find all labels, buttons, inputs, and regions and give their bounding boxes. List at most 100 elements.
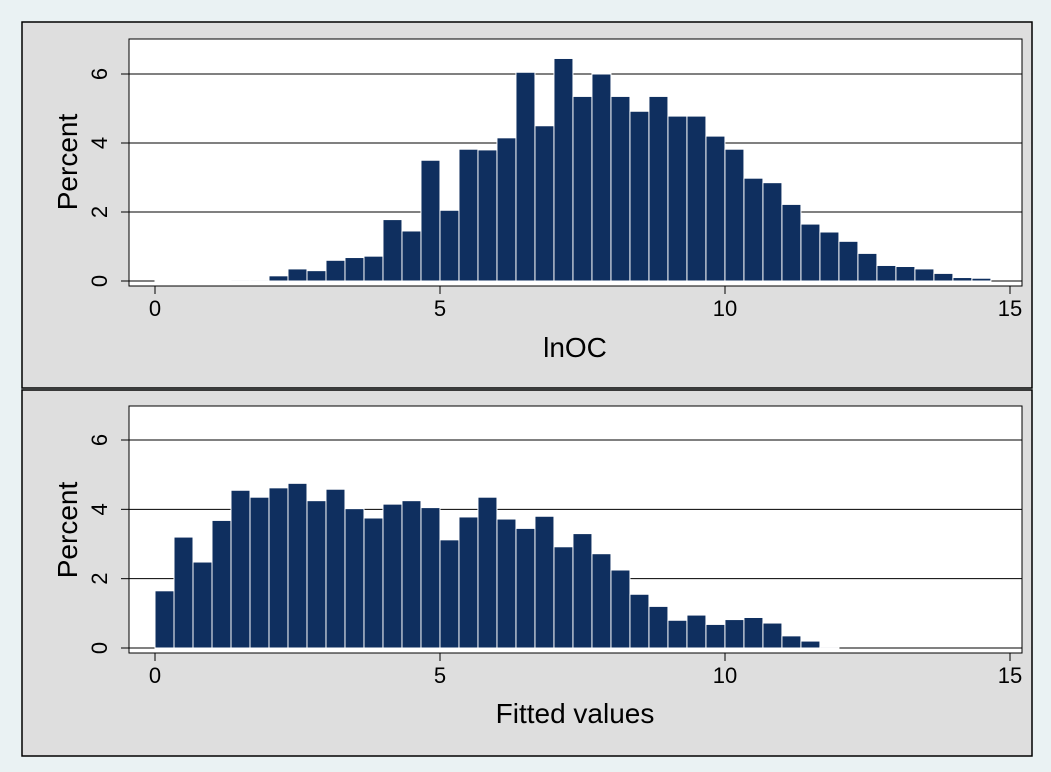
- histogram-bar: [249, 279, 270, 282]
- histogram-bar: [420, 159, 441, 282]
- histogram-bar: [344, 257, 365, 282]
- histogram-bar: [439, 209, 460, 282]
- histogram-bar: [344, 508, 365, 649]
- histogram-bar: [743, 177, 764, 282]
- histogram-bar: [686, 115, 707, 282]
- histogram-bar: [534, 515, 555, 649]
- histogram-bar: [477, 496, 498, 649]
- histogram-bar: [857, 252, 878, 282]
- x-tick-label: 5: [434, 296, 446, 321]
- histogram-bar: [363, 255, 384, 282]
- histogram-bar: [591, 553, 612, 649]
- histogram-bar: [287, 482, 308, 649]
- x-tick-label: 0: [149, 663, 161, 688]
- histogram-bar: [496, 518, 517, 649]
- histogram-bar: [629, 110, 650, 282]
- histogram-bar: [211, 519, 232, 649]
- top-y-axis: 0 2 4 6: [87, 68, 129, 287]
- histogram-bar: [781, 203, 802, 282]
- histogram-bar: [192, 561, 213, 649]
- histogram-bar: [306, 270, 327, 282]
- y-tick-label: 0: [87, 275, 112, 287]
- histogram-bar: [439, 539, 460, 649]
- histogram-bar: [762, 622, 783, 649]
- histogram-bar: [572, 95, 593, 282]
- histogram-bar: [401, 230, 422, 282]
- histogram-bar: [686, 614, 707, 649]
- x-tick-label: 15: [998, 296, 1022, 321]
- bottom-x-axis: 0 5 10 15: [149, 653, 1022, 688]
- histogram-bar: [724, 148, 745, 282]
- histogram-bar: [800, 640, 821, 649]
- histogram-bar: [667, 115, 688, 282]
- y-tick-label: 4: [87, 503, 112, 515]
- histogram-bar: [401, 500, 422, 649]
- histogram-bar: [249, 496, 270, 649]
- histogram-bar: [382, 219, 403, 282]
- top-x-axis-title: lnOC: [543, 332, 607, 363]
- histogram-bar: [458, 516, 479, 649]
- histogram-bar: [458, 148, 479, 282]
- x-tick-label: 0: [149, 296, 161, 321]
- histogram-bar: [572, 533, 593, 649]
- x-tick-label: 10: [713, 296, 737, 321]
- histogram-bar: [762, 182, 783, 282]
- histogram-bar: [819, 231, 840, 282]
- histogram-bar: [154, 590, 175, 649]
- histogram-bar: [230, 279, 251, 282]
- histogram-bar: [724, 619, 745, 649]
- histogram-bar: [705, 135, 726, 282]
- histogram-bar: [610, 569, 631, 649]
- histogram-bar: [705, 623, 726, 649]
- histogram-bar: [553, 57, 574, 282]
- histogram-bar: [952, 277, 973, 282]
- histogram-bar: [914, 268, 935, 282]
- histogram-bar: [477, 149, 498, 282]
- histogram-bar: [515, 527, 536, 649]
- histogram-bar: [876, 264, 897, 282]
- histogram-bar: [648, 95, 669, 282]
- histogram-bar: [838, 240, 859, 282]
- y-tick-label: 2: [87, 206, 112, 218]
- histogram-bar: [819, 646, 840, 649]
- histogram-bar: [667, 619, 688, 649]
- y-tick-label: 6: [87, 68, 112, 80]
- histogram-bar: [534, 125, 555, 282]
- histogram-bar: [268, 275, 289, 282]
- histogram-bar: [173, 279, 194, 282]
- histogram-bar: [173, 536, 194, 649]
- top-y-axis-title: Percent: [52, 114, 83, 211]
- histogram-bar: [382, 503, 403, 649]
- histogram-bar: [553, 546, 574, 649]
- histogram-bar: [192, 279, 213, 282]
- histogram-bar: [781, 635, 802, 649]
- histogram-bar: [268, 487, 289, 649]
- histogram-bar: [648, 605, 669, 649]
- y-tick-label: 2: [87, 573, 112, 585]
- top-x-axis: 0 5 10 15: [149, 286, 1022, 321]
- histogram-bar: [211, 279, 232, 282]
- y-tick-label: 6: [87, 434, 112, 446]
- histogram-bar: [154, 279, 175, 282]
- x-tick-label: 15: [998, 663, 1022, 688]
- histogram-bar: [363, 517, 384, 649]
- top-panel: 0 2 4 6 0 5 10 15 lnOC Percent: [21, 21, 1033, 389]
- histogram-bar: [591, 73, 612, 282]
- histogram-bar: [971, 277, 992, 282]
- histogram-bar: [325, 259, 346, 282]
- histogram-bar: [933, 272, 954, 282]
- histogram-bar: [895, 266, 916, 282]
- histogram-bar: [743, 616, 764, 649]
- histogram-bar: [800, 223, 821, 282]
- histogram-bar: [610, 95, 631, 282]
- bottom-y-axis: 0 2 4 6: [87, 434, 129, 654]
- top-bars: [154, 57, 992, 282]
- histogram-bar: [629, 593, 650, 649]
- bottom-panel: 0 2 4 6 0 5 10 15 Fitted values Percent: [21, 389, 1033, 757]
- bottom-y-axis-title: Percent: [52, 482, 83, 579]
- bottom-x-axis-title: Fitted values: [496, 698, 655, 729]
- histogram-bar: [306, 500, 327, 649]
- histogram-bar: [496, 137, 517, 282]
- histogram-bar: [230, 489, 251, 649]
